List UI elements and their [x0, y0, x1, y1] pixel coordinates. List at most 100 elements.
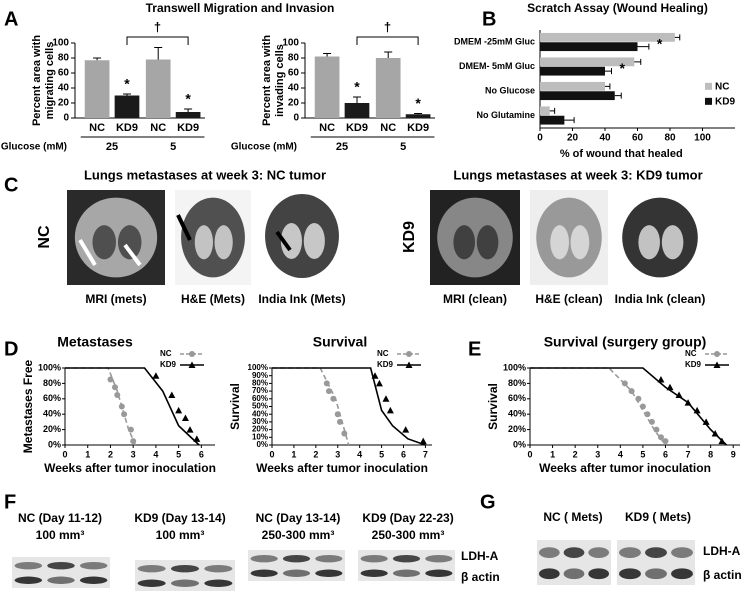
panel-label: D	[4, 338, 18, 360]
x-tick-label: 20	[567, 133, 579, 144]
y-tick-label: 60%	[508, 393, 526, 403]
blot-band	[392, 554, 421, 563]
image-tissue	[74, 197, 158, 278]
legend-marker	[713, 361, 721, 368]
legend-marker	[405, 361, 413, 368]
y-tick-label: 20%	[252, 425, 268, 434]
blot-band	[671, 547, 693, 558]
data-point	[718, 437, 726, 445]
legend-label: KD9	[685, 360, 702, 369]
x-tick-label: 60	[632, 133, 644, 144]
data-point	[684, 399, 692, 406]
y-axis-label: Percent area with	[261, 35, 273, 126]
x-tick-label: 2	[108, 449, 113, 459]
blot-band	[79, 561, 108, 570]
blot-band	[171, 564, 199, 573]
y-tick-label: 60	[58, 68, 70, 79]
annotation: *	[657, 35, 663, 51]
data-point	[675, 391, 683, 398]
blot-band	[282, 554, 311, 563]
image-caption: India Ink (clean)	[615, 292, 706, 306]
blot-band	[563, 568, 585, 580]
image-tissue	[622, 197, 698, 278]
blot-band	[645, 547, 667, 558]
error-bar	[414, 113, 423, 115]
data-point	[186, 426, 194, 433]
data-point	[152, 372, 160, 379]
panel-label: C	[4, 174, 18, 196]
blot-band	[392, 569, 421, 577]
data-point	[402, 426, 410, 433]
x-tick-label: KD9	[346, 122, 368, 134]
legend-label: NC	[715, 81, 729, 92]
x-tick-label: NC	[319, 122, 335, 134]
row-label: KD9	[401, 221, 418, 253]
legend-label: NC	[160, 349, 172, 358]
image-tissue	[214, 225, 233, 260]
x-tick-label: 2	[573, 449, 578, 459]
x-axis-label: Weeks after tumor inoculation	[539, 461, 711, 475]
data-point	[325, 388, 332, 395]
y-axis-label: Metastases Free	[21, 359, 35, 453]
x-tick-label: 3	[335, 449, 340, 459]
data-point	[193, 435, 201, 442]
data-point	[621, 380, 628, 387]
image-caption: H&E (clean)	[535, 292, 602, 306]
arrow	[176, 214, 192, 241]
annotation: †	[384, 19, 391, 34]
data-point	[330, 395, 337, 402]
image-tissue	[92, 225, 116, 260]
data-point	[657, 376, 665, 383]
blot-band	[171, 579, 199, 587]
image-tissue	[194, 225, 214, 260]
blot-band	[360, 569, 388, 577]
bar	[114, 95, 140, 118]
blot-band	[588, 547, 610, 558]
data-point	[644, 411, 651, 418]
error-bar	[154, 47, 163, 60]
data-point	[341, 430, 348, 437]
chart-title: Scratch Assay (Wound Healing)	[527, 1, 708, 15]
image-tissue	[181, 197, 245, 278]
y-tick-label: DMEM -25mM Gluc	[454, 37, 535, 47]
error-bar	[353, 96, 361, 103]
data-point	[334, 411, 341, 418]
blot-header: 250-300 mm³	[262, 528, 335, 542]
bar	[540, 66, 605, 76]
panel-title: Lungs metastases at week 3: NC tumor	[84, 167, 326, 182]
x-tick-label: 5	[379, 449, 384, 459]
blot-header: NC (Day 11-12)	[18, 511, 102, 525]
blot-band	[619, 547, 641, 558]
x-tick-label: 1	[550, 449, 555, 459]
data-point	[107, 376, 114, 383]
bar	[344, 103, 370, 118]
error-bar	[564, 117, 575, 124]
legend-swatch	[705, 82, 712, 90]
x-tick-label: 5	[176, 449, 181, 459]
y-tick-label: 80%	[43, 378, 61, 388]
blot-header: KD9 ( Mets)	[625, 510, 691, 524]
x-tick-label: 1	[85, 449, 90, 459]
data-point	[419, 437, 427, 445]
group-label: 25	[106, 141, 118, 153]
group-label: 5	[170, 141, 176, 153]
annotation: *	[354, 79, 360, 95]
blot-header: KD9 (Day 13-14)	[134, 511, 225, 525]
x-tick-label: 0	[527, 449, 532, 459]
data-point	[662, 438, 669, 445]
data-point	[382, 395, 390, 402]
bar	[540, 42, 638, 52]
y-tick-label: 40%	[508, 409, 526, 419]
y-tick-label: 100%	[248, 363, 268, 372]
blot-header: KD9 (Day 22-23)	[362, 511, 453, 525]
data-point	[628, 388, 635, 395]
error-bar	[384, 51, 393, 58]
blot-band	[360, 554, 388, 563]
data-point	[118, 403, 125, 410]
panel-title: Lungs metastases at week 3: KD9 tumor	[453, 167, 702, 182]
data-point	[336, 418, 343, 425]
bar	[375, 58, 401, 118]
x-tick-label: 100	[694, 133, 711, 144]
data-point	[127, 426, 134, 433]
y-tick-label: 50%	[252, 402, 268, 411]
